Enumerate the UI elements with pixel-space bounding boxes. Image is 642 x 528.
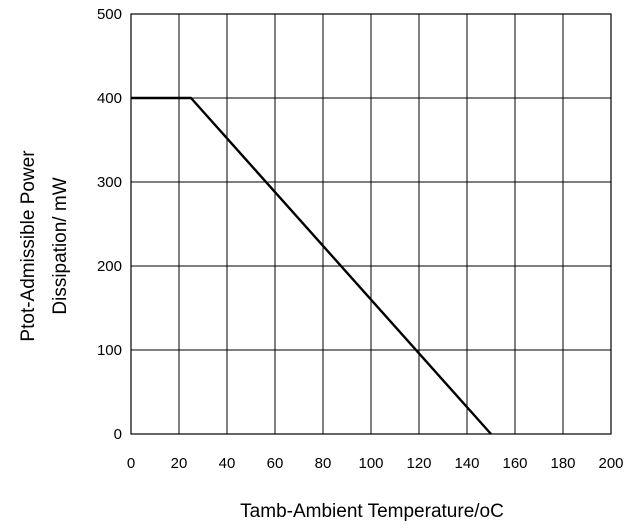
x-axis-tick-labels: 0 20 40 60 80 100 120 140 160 180 200 [127,455,624,472]
y-axis-tick-labels: 0 100 200 300 400 500 [97,6,122,443]
x-tick-label-120: 120 [406,455,431,472]
y-tick-label-100: 100 [97,342,122,359]
x-tick-label-80: 80 [315,455,332,472]
plot-area-frame [130,13,612,435]
x-tick-label-20: 20 [171,455,188,472]
x-tick-label-0: 0 [127,455,135,472]
y-tick-label-500: 500 [97,6,122,23]
x-tick-label-140: 140 [454,455,479,472]
y-tick-label-400: 400 [97,90,122,107]
x-tick-label-200: 200 [598,455,623,472]
y-tick-label-300: 300 [97,174,122,191]
x-axis-title: Tamb-Ambient Temperature/oC [240,501,504,522]
x-tick-label-40: 40 [219,455,236,472]
y-tick-label-0: 0 [114,426,122,443]
grid [131,14,611,434]
x-tick-label-180: 180 [550,455,575,472]
series-group [131,96,492,435]
y-tick-label-200: 200 [97,258,122,275]
x-tick-label-160: 160 [502,455,527,472]
series-line-0 [131,96,492,435]
y-axis-title-line-2: Dissipation/ mW [50,177,71,314]
y-axis-title-line-1: Ptot-Admissible Power [18,150,39,342]
x-tick-label-60: 60 [267,455,284,472]
x-tick-label-100: 100 [358,455,383,472]
